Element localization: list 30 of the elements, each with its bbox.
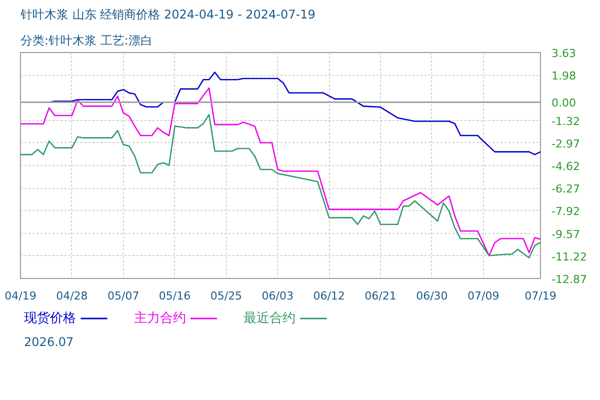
chart-subtitle: 分类:针叶木浆 工艺:漂白 [20, 34, 152, 48]
legend-label: 最近合约 [244, 311, 296, 326]
y-tick-label: -12.87 [552, 273, 587, 286]
y-tick-label: -7.92 [552, 205, 580, 218]
y-tick-label: 0.00 [552, 96, 576, 110]
x-tick-label: 07/19 [524, 290, 556, 302]
x-tick-label: 05/25 [210, 290, 242, 302]
x-tick-label: 06/21 [364, 290, 396, 302]
x-tick-label: 07/09 [468, 290, 500, 302]
x-tick-label: 06/30 [416, 290, 448, 302]
text: 2026.07 [24, 335, 74, 349]
x-tick-label: 05/16 [158, 290, 191, 302]
x-tick-label: 06/12 [313, 290, 345, 302]
legend-label: 现货价格 [24, 311, 76, 326]
legend-label: 主力合约 [134, 310, 186, 326]
chart-title: 针叶木浆 山东 经销商价格 2024-04-19 - 2024-07-19 [20, 8, 316, 22]
x-tick-label: 04/28 [56, 290, 88, 302]
y-tick-label: -4.62 [552, 160, 580, 173]
line-series [20, 87, 540, 256]
y-tick-label: -9.57 [552, 228, 580, 241]
y-tick-label: 1.98 [552, 70, 576, 83]
y-tick-label: -2.97 [552, 137, 580, 150]
x-tick-label: 06/03 [262, 290, 294, 302]
x-tick-label: 05/07 [108, 290, 140, 302]
line-series [20, 114, 540, 258]
y-tick-label: 3.63 [552, 47, 576, 60]
x-tick-label: 04/19 [4, 290, 36, 302]
y-tick-label: -11.22 [552, 250, 587, 264]
y-tick-label: -1.32 [552, 114, 580, 128]
y-tick-label: -6.27 [552, 182, 580, 196]
